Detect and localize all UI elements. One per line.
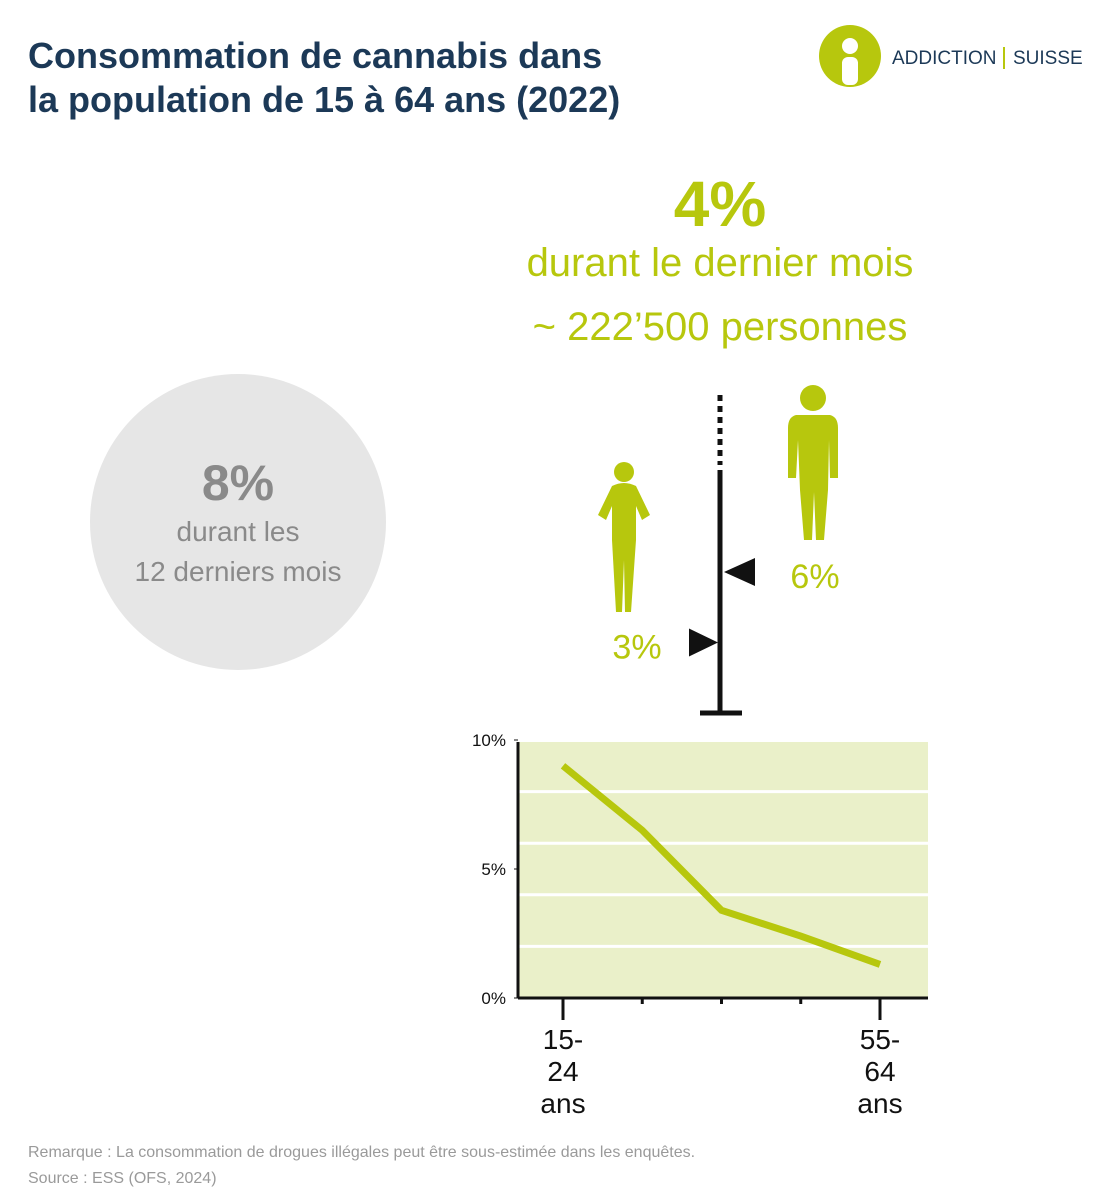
logo-mark [819, 25, 881, 87]
year-circle [90, 374, 386, 670]
headline-value: 4% [674, 168, 767, 240]
y-tick-label: 5% [481, 860, 506, 879]
x-tick-label: 15-24 ans [540, 1024, 586, 1119]
y-tick-label: 10% [472, 731, 506, 750]
line [560, 763, 882, 968]
woman-icon [598, 462, 650, 612]
logo-left: ADDICTION [892, 48, 997, 69]
gender-marker [724, 558, 755, 586]
gender-label: 6% [790, 558, 839, 596]
logo-divider [1003, 47, 1005, 69]
note: Remarque : La consommation de drogues il… [28, 1144, 695, 1161]
source: Source : ESS (OFS, 2024) [28, 1170, 217, 1187]
title: Consommation de cannabis dans la populati… [28, 35, 620, 120]
logo-body [842, 57, 858, 85]
headline-line2: ~ 222’500 personnes [533, 305, 908, 349]
gender-label: 3% [612, 629, 661, 667]
man-icon [788, 385, 838, 540]
year-line2: 12 derniers mois [135, 556, 342, 587]
logo-head [842, 38, 858, 54]
headline-line1: durant le dernier mois [527, 241, 914, 285]
year-line1: durant les [177, 516, 300, 547]
x-tick-label: 55-64 ans [857, 1024, 903, 1119]
logo-right: SUISSE [1013, 48, 1083, 69]
year-value: 8% [202, 455, 274, 511]
gender-marker [689, 628, 718, 657]
y-tick-label: 0% [481, 989, 506, 1008]
